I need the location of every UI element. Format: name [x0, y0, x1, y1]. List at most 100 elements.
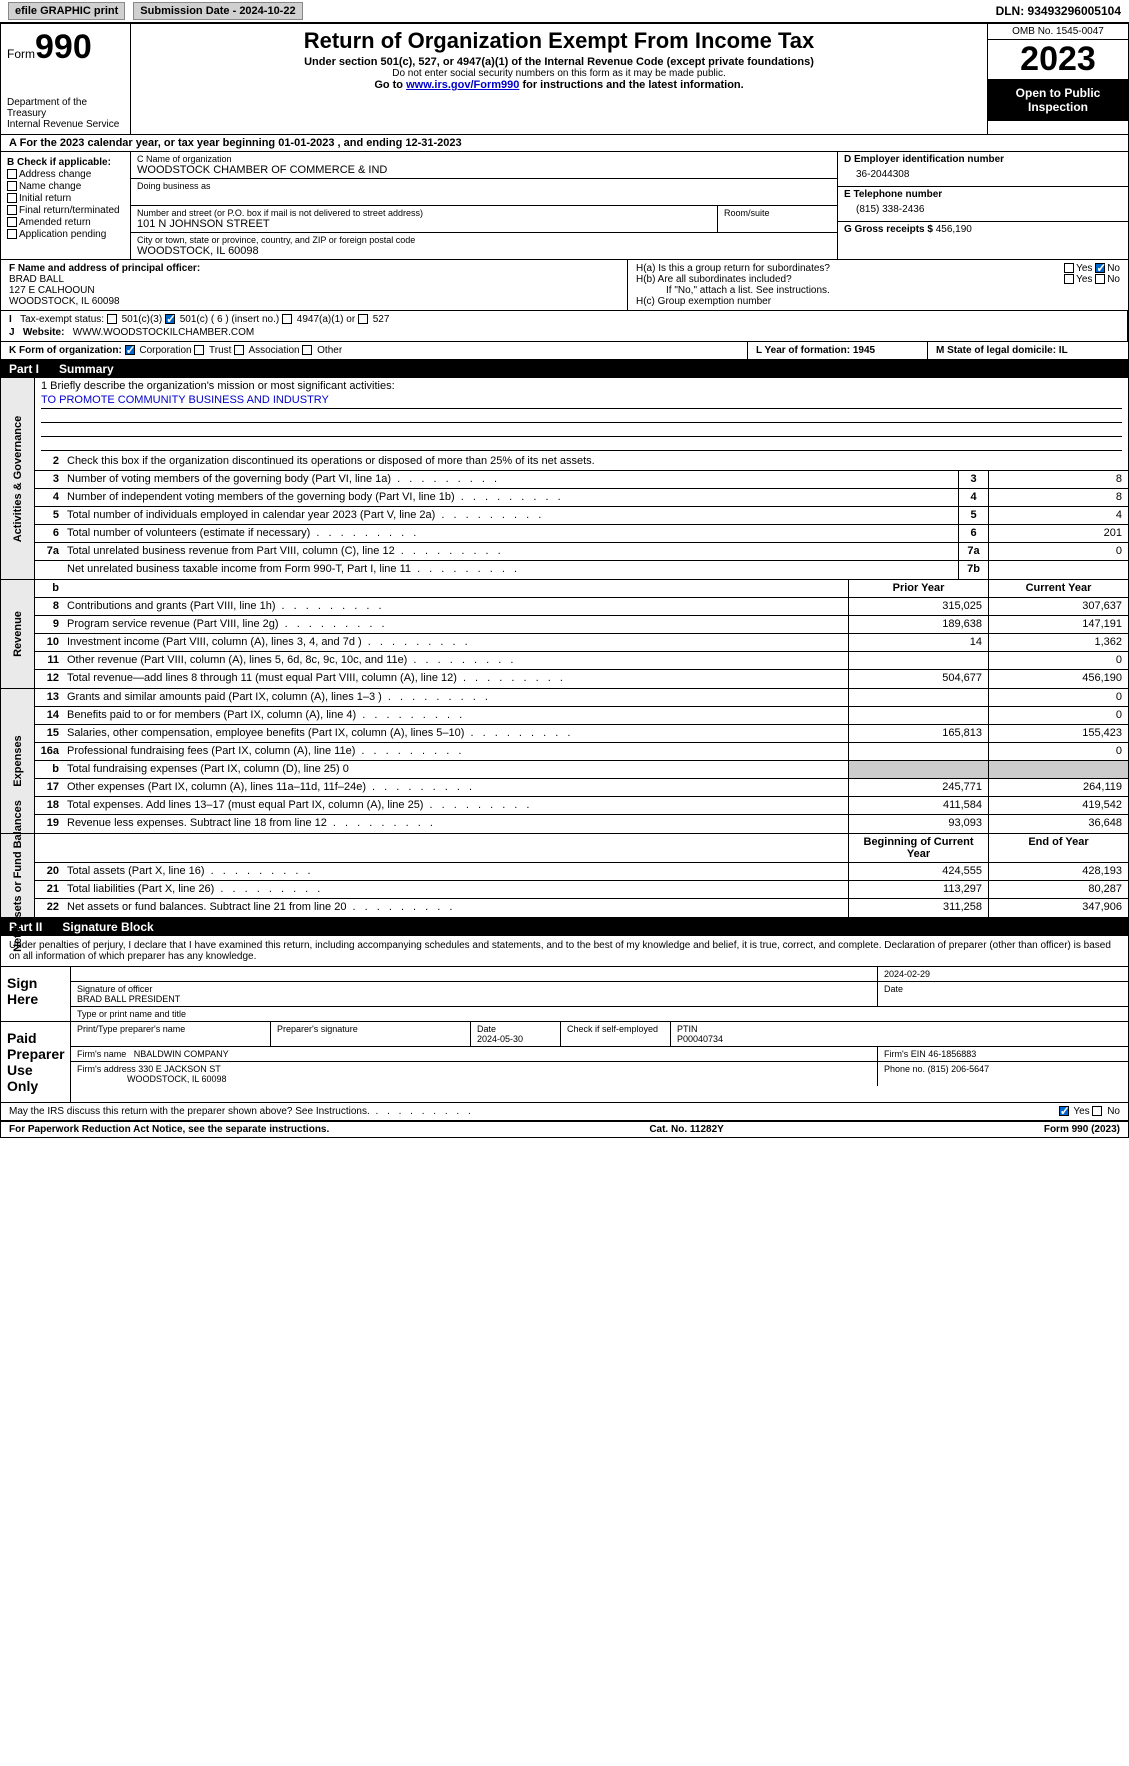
ein-value: 36-2044308	[844, 165, 1122, 184]
officer-addr2: WOODSTOCK, IL 60098	[9, 296, 619, 307]
form-container: Form990 Department of the Treasury Inter…	[0, 24, 1129, 1138]
hc-label: H(c) Group exemption number	[636, 296, 1120, 307]
sig-officer-lbl: Signature of officer	[77, 984, 871, 994]
no-lbl: No	[1107, 1106, 1120, 1117]
data-line: 8Contributions and grants (Part VIII, li…	[35, 598, 1128, 616]
chk-final[interactable]	[7, 205, 17, 215]
omb-number: OMB No. 1545-0047	[988, 24, 1128, 40]
data-line: 14Benefits paid to or for members (Part …	[35, 707, 1128, 725]
data-line: 16aProfessional fundraising fees (Part I…	[35, 743, 1128, 761]
form-subtitle: Under section 501(c), 527, or 4947(a)(1)…	[139, 56, 979, 68]
period-text: For the 2023 calendar year, or tax year …	[20, 137, 462, 149]
discuss-text: May the IRS discuss this return with the…	[9, 1106, 370, 1117]
irs-link[interactable]: www.irs.gov/Form990	[406, 79, 519, 91]
firm-name: NBALDWIN COMPANY	[134, 1049, 229, 1059]
section-b-title: B Check if applicable:	[7, 157, 124, 168]
data-line: 11Other revenue (Part VIII, column (A), …	[35, 652, 1128, 670]
chk-other[interactable]	[302, 345, 312, 355]
part1-label: Part I	[9, 362, 39, 376]
part1-title: Summary	[59, 362, 114, 376]
org-name: WOODSTOCK CHAMBER OF COMMERCE & IND	[137, 164, 831, 176]
chk-discuss-no[interactable]	[1092, 1106, 1102, 1116]
chk-ha-no[interactable]	[1095, 263, 1105, 273]
receipts-label: G Gross receipts $	[844, 224, 933, 235]
open-public-badge: Open to Public Inspection	[988, 80, 1128, 121]
chk-assoc[interactable]	[234, 345, 244, 355]
chk-pending[interactable]	[7, 229, 17, 239]
gov-line: 4Number of independent voting members of…	[35, 489, 1128, 507]
dln-number: DLN: 93493296005104	[996, 4, 1121, 18]
section-h: H(a) Is this a group return for subordin…	[628, 260, 1128, 310]
hdr-prior: Prior Year	[848, 580, 988, 597]
firm-addr-lbl: Firm's address	[77, 1064, 136, 1074]
data-line: 19Revenue less expenses. Subtract line 1…	[35, 815, 1128, 833]
data-line: 21Total liabilities (Part X, line 26)113…	[35, 881, 1128, 899]
data-line: bTotal fundraising expenses (Part IX, co…	[35, 761, 1128, 779]
preparer-block: Paid Preparer Use Only Print/Type prepar…	[1, 1022, 1128, 1103]
mission-block: 1 Briefly describe the organization's mi…	[35, 378, 1128, 453]
opt-trust: Trust	[209, 345, 231, 356]
footer-left: For Paperwork Reduction Act Notice, see …	[9, 1124, 329, 1135]
chk-hb-no[interactable]	[1095, 274, 1105, 284]
prep-date: 2024-05-30	[477, 1034, 523, 1044]
declaration: Under penalties of perjury, I declare th…	[1, 936, 1128, 967]
chk-discuss-yes[interactable]	[1059, 1106, 1069, 1116]
mission-text: TO PROMOTE COMMUNITY BUSINESS AND INDUST…	[41, 392, 1122, 409]
lbl-final: Final return/terminated	[19, 205, 120, 216]
city-label: City or town, state or province, country…	[137, 235, 831, 245]
chk-hb-yes[interactable]	[1064, 274, 1074, 284]
opt-4947: 4947(a)(1) or	[297, 314, 355, 325]
officer-label: F Name and address of principal officer:	[9, 263, 619, 274]
data-line: 13Grants and similar amounts paid (Part …	[35, 689, 1128, 707]
form-note1: Do not enter social security numbers on …	[139, 68, 979, 79]
chk-4947[interactable]	[282, 314, 292, 324]
firm-ein-lbl: Firm's EIN	[884, 1049, 926, 1059]
status-row: I Tax-exempt status: 501(c)(3) 501(c) ( …	[1, 311, 1128, 342]
right-col: D Employer identification number 36-2044…	[838, 152, 1128, 259]
name-label: C Name of organization	[137, 154, 831, 164]
chk-corp[interactable]	[125, 345, 135, 355]
hb-label: H(b) Are all subordinates included?	[636, 274, 792, 285]
officer-name: BRAD BALL	[9, 274, 619, 285]
footer-right: Form 990 (2023)	[1044, 1124, 1120, 1135]
chk-trust[interactable]	[194, 345, 204, 355]
opt-other: Other	[317, 345, 342, 356]
hdr-begin: Beginning of Current Year	[848, 834, 988, 862]
vtab-gov: Activities & Governance	[1, 378, 35, 579]
chk-address[interactable]	[7, 169, 17, 179]
chk-initial[interactable]	[7, 193, 17, 203]
chk-527[interactable]	[358, 314, 368, 324]
ptin-lbl: PTIN	[677, 1024, 698, 1034]
section-f: F Name and address of principal officer:…	[1, 260, 628, 310]
efile-button[interactable]: efile GRAPHIC print	[8, 2, 125, 20]
phone-value: (815) 338-2436	[844, 200, 1122, 219]
i-label: Tax-exempt status:	[20, 314, 104, 325]
tax-year: 2023	[988, 40, 1128, 80]
gov-line: 7aTotal unrelated business revenue from …	[35, 543, 1128, 561]
section-b: B Check if applicable: Address change Na…	[1, 152, 131, 259]
rev-section: Revenue b Prior Year Current Year 8Contr…	[1, 580, 1128, 689]
opt-assoc: Association	[248, 345, 299, 356]
firm-addr1: 330 E JACKSON ST	[138, 1064, 221, 1074]
k-label: K Form of organization:	[9, 345, 122, 356]
date-lbl: Date	[878, 982, 1128, 1006]
section-c: C Name of organization WOODSTOCK CHAMBER…	[131, 152, 838, 259]
part1-header: Part I Summary	[1, 360, 1128, 378]
period-row: A For the 2023 calendar year, or tax yea…	[1, 135, 1128, 152]
chk-amended[interactable]	[7, 217, 17, 227]
info-grid: B Check if applicable: Address change Na…	[1, 152, 1128, 260]
line2: Check this box if the organization disco…	[67, 455, 595, 467]
data-line: 12Total revenue—add lines 8 through 11 (…	[35, 670, 1128, 688]
form-header: Form990 Department of the Treasury Inter…	[1, 24, 1128, 135]
chk-ha-yes[interactable]	[1064, 263, 1074, 273]
vtab-rev: Revenue	[1, 580, 35, 688]
hdr-curr: Current Year	[988, 580, 1128, 597]
opt-501c3: 501(c)(3)	[122, 314, 163, 325]
data-line: 17Other expenses (Part IX, column (A), l…	[35, 779, 1128, 797]
prep-phone: (815) 206-5647	[928, 1064, 990, 1074]
chk-name[interactable]	[7, 181, 17, 191]
chk-501c3[interactable]	[107, 314, 117, 324]
gov-section: Activities & Governance 1 Briefly descri…	[1, 378, 1128, 580]
l-label: L Year of formation: 1945	[756, 345, 875, 356]
chk-501c[interactable]	[165, 314, 175, 324]
